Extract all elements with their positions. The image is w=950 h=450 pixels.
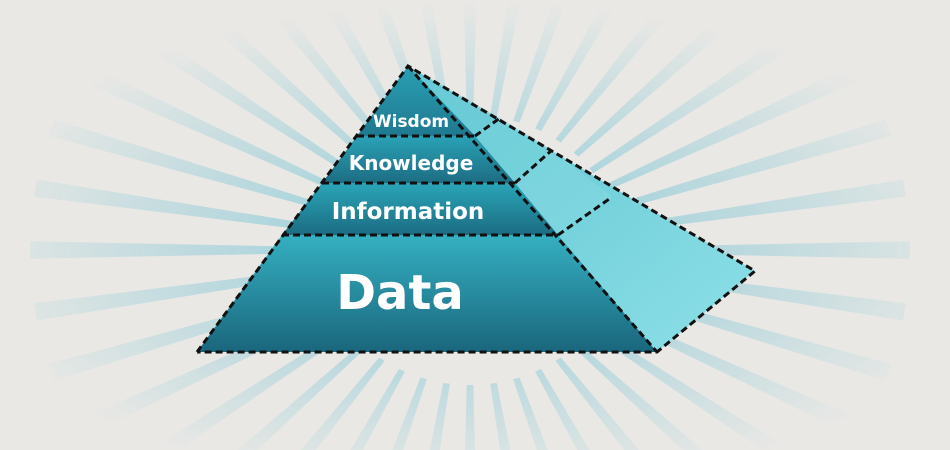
sunburst-ray: [573, 0, 761, 157]
sunburst-ray: [490, 382, 511, 450]
sunburst-ray: [535, 0, 620, 132]
sunburst-ray: [611, 119, 892, 212]
sunburst-ray: [392, 377, 427, 450]
sunburst-ray: [555, 0, 682, 143]
sunburst-ray: [589, 326, 791, 450]
sunburst-ray: [602, 62, 867, 192]
level-knowledge: [322, 136, 515, 183]
level-information: [282, 183, 558, 235]
sunburst-ray: [513, 377, 548, 450]
label-information: Information: [332, 199, 485, 225]
sunburst-ray: [555, 357, 640, 450]
sunburst-ray: [513, 0, 568, 123]
sunburst-ray: [34, 179, 323, 232]
sunburst-ray: [300, 357, 385, 450]
sunburst-ray: [573, 343, 703, 450]
sunburst-ray: [465, 384, 475, 450]
sunburst-ray: [149, 326, 351, 450]
sunburst-rays: [30, 0, 910, 450]
sunburst-ray: [429, 382, 450, 450]
level-data: [197, 235, 657, 352]
sunburst-ray: [30, 241, 321, 259]
sunburst-ray: [350, 368, 405, 450]
sunburst-ray: [258, 0, 385, 143]
sunburst-ray: [237, 343, 367, 450]
sunburst-ray: [320, 0, 405, 132]
sunburst-ray: [535, 368, 590, 450]
sunburst-ray: [490, 0, 521, 118]
sunburst-ray: [617, 179, 906, 232]
sunburst-ray: [463, 0, 477, 116]
level-wisdom: [357, 66, 475, 136]
label-wisdom: Wisdom: [373, 112, 449, 132]
sunburst-ray: [179, 0, 367, 157]
sunburst-ray: [73, 62, 338, 192]
sunburst-ray: [108, 10, 351, 174]
label-knowledge: Knowledge: [349, 151, 474, 175]
sunburst-ray: [589, 10, 832, 174]
pyramid-front-face: [197, 66, 657, 352]
sunburst-ray: [48, 119, 329, 212]
pyramid-dashed-outline: [195, 64, 758, 354]
label-data: Data: [336, 265, 464, 321]
